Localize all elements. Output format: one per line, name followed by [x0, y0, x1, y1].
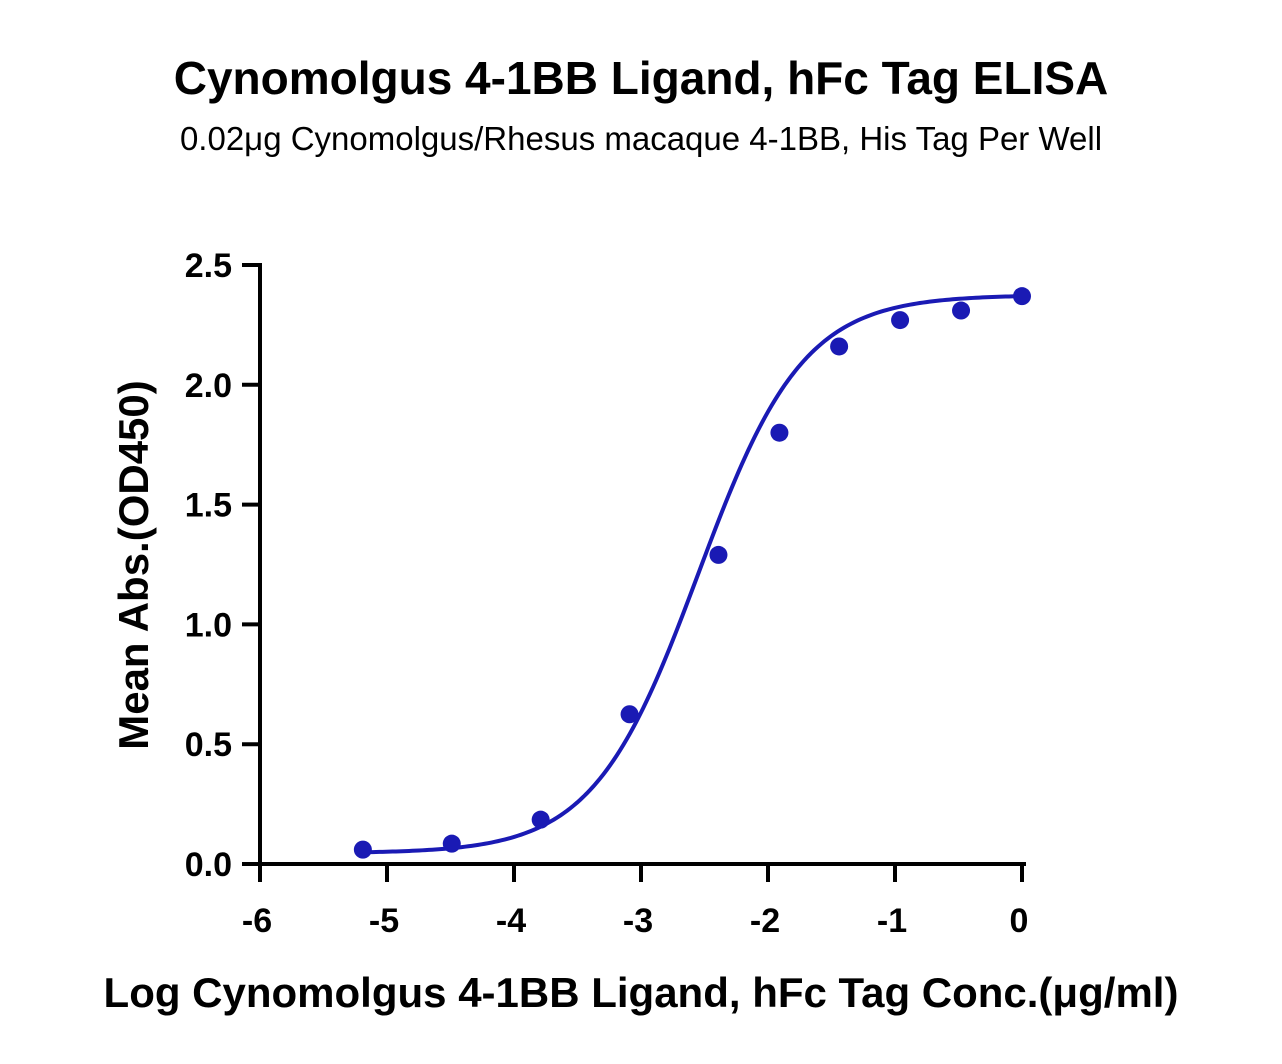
x-tick-label: -1	[877, 902, 907, 940]
data-point	[830, 337, 849, 356]
chart-title: Cynomolgus 4-1BB Ligand, hFc Tag ELISA	[174, 52, 1109, 104]
x-ticks: -6 -5 -4 -3 -2 -1 0	[242, 864, 1029, 940]
x-tick-label: 0	[1010, 902, 1029, 940]
x-tick-label: -6	[242, 902, 272, 940]
y-tick-label: 0.0	[185, 846, 232, 884]
x-tick-label: -4	[496, 902, 526, 940]
data-point	[709, 545, 728, 564]
y-tick-label: 1.5	[185, 487, 232, 525]
y-axis-label: Mean Abs.(OD450)	[110, 380, 157, 750]
y-tick-label: 0.5	[185, 726, 232, 764]
x-tick-label: -2	[750, 902, 780, 940]
x-tick-label: -3	[623, 902, 653, 940]
data-point	[891, 311, 910, 330]
data-point	[952, 301, 971, 320]
data-point	[1013, 287, 1031, 306]
y-tick-label: 2.0	[185, 367, 232, 405]
data-point	[620, 705, 639, 724]
plot-area	[353, 287, 1031, 859]
y-ticks: 0.0 0.5 1.0 1.5 2.0 2.5	[185, 247, 260, 884]
x-axis-label: Log Cynomolgus 4-1BB Ligand, hFc Tag Con…	[104, 969, 1179, 1016]
x-tick-label: -5	[369, 902, 399, 940]
y-tick-label: 2.5	[185, 247, 232, 285]
y-tick-label: 1.0	[185, 606, 232, 644]
data-points	[353, 287, 1031, 859]
data-point	[531, 810, 550, 829]
fit-curve	[362, 294, 1023, 855]
chart-subtitle: 0.02μg Cynomolgus/Rhesus macaque 4-1BB, …	[180, 120, 1102, 157]
data-point	[442, 834, 461, 853]
data-point	[770, 423, 789, 442]
data-point	[353, 840, 372, 859]
